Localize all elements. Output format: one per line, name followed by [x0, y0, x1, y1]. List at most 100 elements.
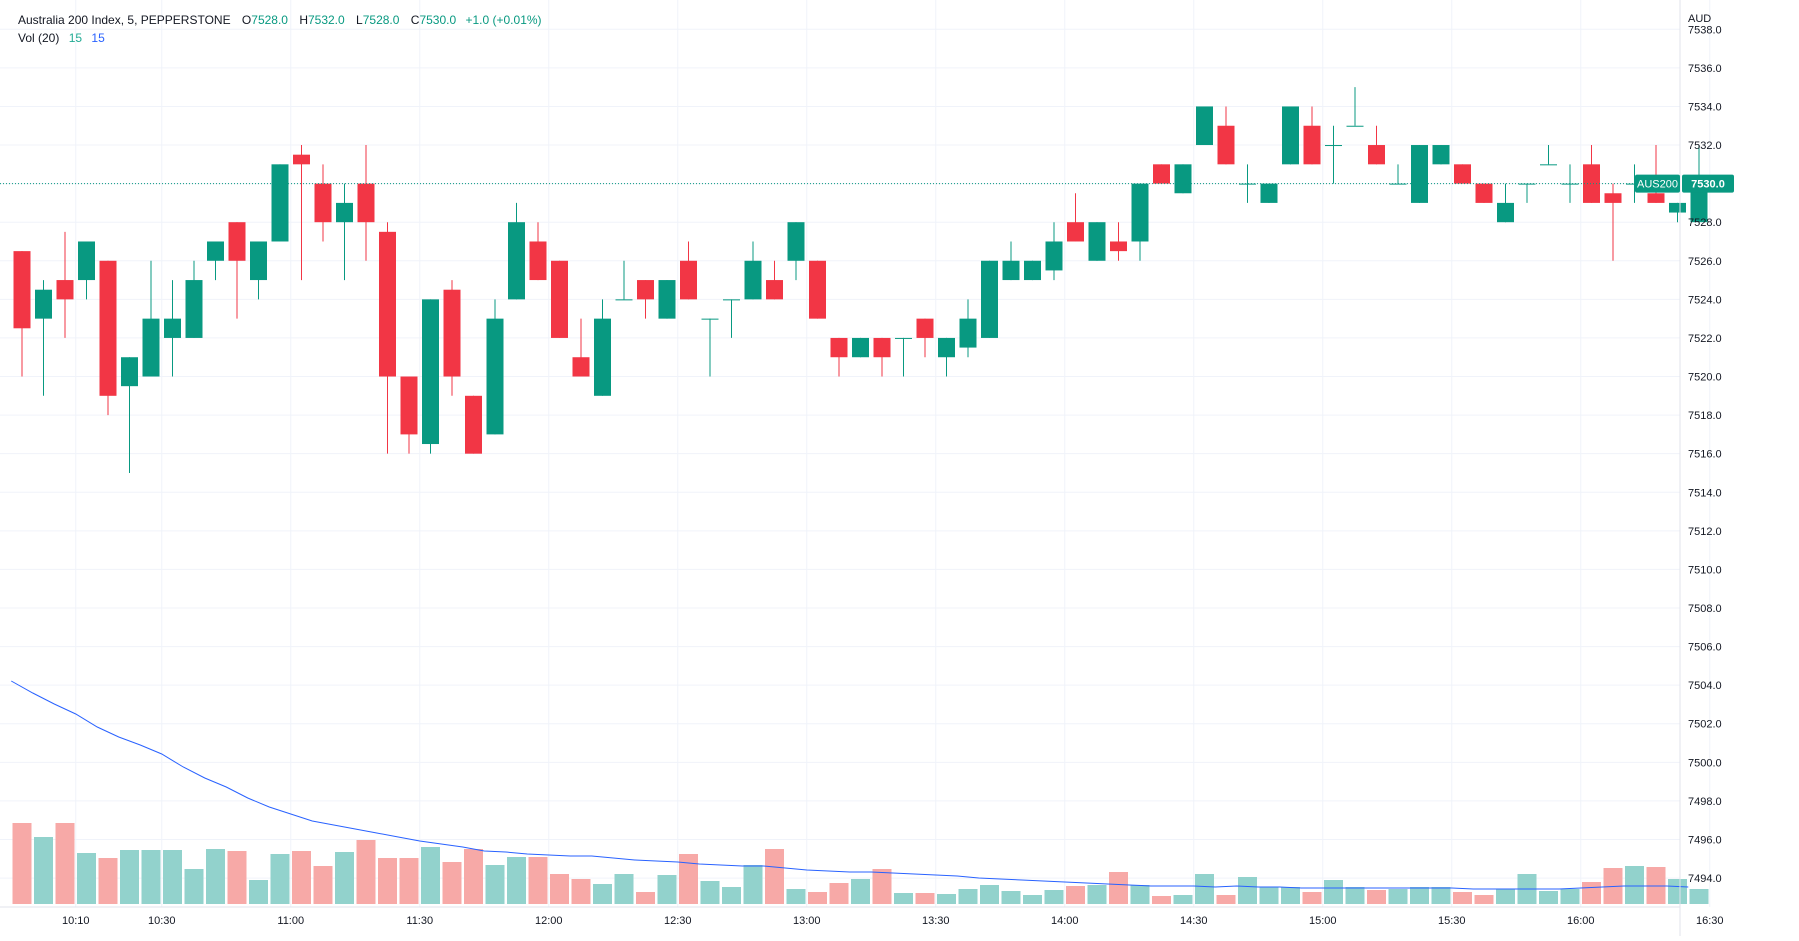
candle-body	[1626, 183, 1643, 185]
volume-bars	[12, 823, 1709, 904]
volume-bar	[292, 851, 311, 904]
candle-body	[35, 289, 52, 319]
time-tick-label: 10:10	[62, 915, 90, 927]
candle-body	[572, 357, 590, 377]
price-tick-label: 7506.0	[1688, 642, 1722, 654]
candle-up	[701, 318, 719, 377]
candle-up	[336, 183, 353, 281]
volume-bar	[1238, 877, 1257, 904]
price-tick-label: 7494.0	[1688, 873, 1722, 885]
candle-body	[1690, 183, 1708, 223]
volume-bar	[958, 889, 978, 904]
legend-low-value: 7528.0	[362, 13, 400, 27]
volume-bar	[249, 880, 268, 904]
candle-body	[1174, 164, 1192, 194]
candle-body	[1024, 260, 1041, 281]
candle-body	[443, 289, 461, 377]
candle-down	[56, 231, 74, 338]
price-tick-label: 7502.0	[1688, 719, 1722, 731]
price-tick-label: 7508.0	[1688, 603, 1722, 615]
price-tick-label: 7532.0	[1688, 140, 1722, 152]
candle-down	[1368, 125, 1385, 165]
candle-body	[250, 241, 267, 281]
legend-volume-label[interactable]: Vol (20)	[18, 31, 60, 45]
candle-body	[422, 299, 439, 445]
candle-body	[508, 222, 525, 300]
candle-body	[1454, 164, 1471, 184]
candle-body	[744, 260, 762, 300]
volume-bar	[1345, 887, 1365, 904]
candle-body	[1669, 202, 1686, 213]
price-tick-label: 7522.0	[1688, 333, 1722, 345]
candle-body	[873, 337, 891, 358]
candle-body	[1368, 145, 1385, 165]
legend-exchange[interactable]: PEPPERSTONE	[140, 13, 231, 27]
candle-body	[121, 357, 138, 387]
candle-up	[1497, 183, 1514, 223]
candle-body	[293, 154, 310, 165]
price-tick-label: 7538.0	[1688, 24, 1722, 36]
candle-down	[766, 260, 783, 300]
candle-down	[228, 222, 246, 319]
candle-up	[1260, 183, 1278, 203]
volume-bar	[1066, 886, 1085, 904]
price-tick-label: 7504.0	[1688, 680, 1722, 692]
volume-bar	[528, 857, 548, 904]
legend-high-value: 7532.0	[307, 13, 345, 27]
candle-body	[357, 183, 375, 223]
volume-bar	[786, 889, 806, 904]
legend-volume-row: Vol (20) 15 15	[18, 29, 542, 47]
candle-up	[615, 260, 633, 301]
candle-body	[56, 280, 74, 300]
candle-up	[744, 241, 762, 300]
legend-price-row: Australia 200 Index, 5, PEPPERSTONE O752…	[18, 11, 542, 29]
candle-down	[830, 337, 848, 377]
candle-body	[1260, 183, 1278, 203]
candle-down	[314, 164, 332, 242]
candle-body	[895, 337, 912, 339]
candle-body	[400, 376, 418, 435]
volume-bar	[1023, 895, 1042, 904]
candle-up	[981, 260, 998, 338]
volume-bar	[464, 849, 483, 904]
volume-bar	[378, 858, 397, 904]
price-tick-label: 7536.0	[1688, 63, 1722, 75]
candle-up	[1518, 183, 1536, 203]
chart-legend: Australia 200 Index, 5, PEPPERSTONE O752…	[18, 11, 542, 47]
candle-body	[486, 318, 504, 435]
volume-bar	[765, 849, 784, 904]
candle-up	[1239, 164, 1256, 203]
volume-bar	[206, 849, 225, 904]
volume-bar	[227, 851, 247, 904]
candle-up	[1174, 164, 1192, 194]
legend-sep-2: ,	[134, 13, 141, 27]
candle-down	[1647, 145, 1665, 203]
candle-body	[1604, 193, 1622, 203]
volume-bar	[1259, 887, 1279, 904]
volume-bar	[1539, 891, 1558, 904]
candle-body	[1282, 106, 1299, 165]
candle-down	[1475, 183, 1493, 203]
candle-down	[400, 376, 418, 454]
price-tick-label: 7526.0	[1688, 256, 1722, 268]
volume-bar	[829, 883, 849, 904]
price-tick-label: 7500.0	[1688, 757, 1722, 769]
volume-bar	[937, 894, 956, 904]
candle-body	[13, 251, 31, 329]
legend-symbol[interactable]: Australia 200 Index	[18, 13, 121, 27]
volume-bar	[872, 869, 892, 904]
volume-bar	[1388, 889, 1408, 904]
legend-volume-value: 15	[68, 31, 83, 45]
volume-bar	[1195, 874, 1214, 904]
candle-body	[1497, 202, 1514, 223]
candle-body	[701, 318, 719, 320]
volume-bar	[34, 837, 53, 904]
volume-bar	[980, 885, 999, 904]
price-tick-label: 7512.0	[1688, 526, 1722, 538]
time-tick-label: 12:30	[664, 915, 692, 927]
volume-bar	[141, 850, 161, 904]
legend-interval[interactable]: 5	[127, 13, 135, 27]
time-tick-label: 14:30	[1180, 915, 1208, 927]
